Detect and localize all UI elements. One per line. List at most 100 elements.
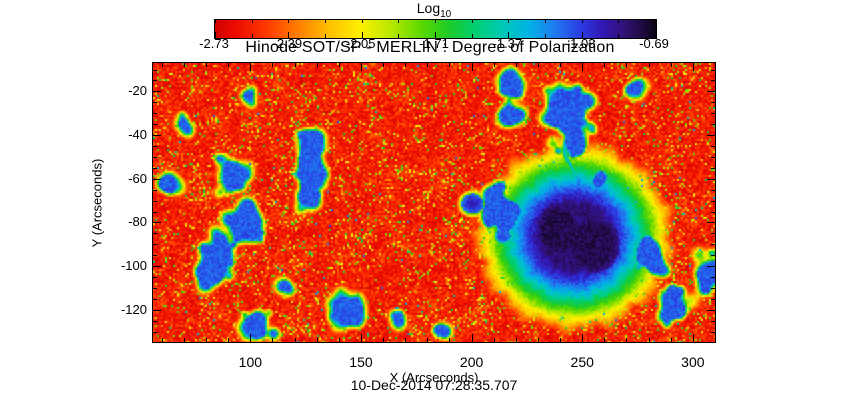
axis-tick xyxy=(707,222,715,223)
x-tick-label: 100 xyxy=(238,354,263,370)
colorbar-tick xyxy=(362,32,363,38)
axis-tick xyxy=(711,321,715,322)
axis-tick xyxy=(295,338,296,342)
axis-tick xyxy=(295,63,296,67)
axis-tick xyxy=(153,310,161,311)
colorbar-tick xyxy=(398,20,399,23)
x-tick-label: 200 xyxy=(459,354,484,370)
axis-tick xyxy=(153,288,157,289)
axis-tick xyxy=(711,288,715,289)
colorbar-tick xyxy=(215,20,216,23)
axis-tick xyxy=(711,113,715,114)
axis-tick xyxy=(711,124,715,125)
colorbar-tick xyxy=(472,34,473,38)
colorbar-tick xyxy=(362,20,363,23)
axis-tick xyxy=(153,190,157,191)
axis-tick xyxy=(707,266,715,267)
axis-tick xyxy=(649,63,650,67)
axis-tick xyxy=(649,338,650,342)
axis-tick xyxy=(711,233,715,234)
axis-tick xyxy=(405,338,406,342)
x-tick-label: 300 xyxy=(681,354,705,370)
axis-tick xyxy=(228,338,229,342)
axis-tick xyxy=(711,212,715,213)
axis-tick xyxy=(711,80,715,81)
axis-tick xyxy=(272,338,273,342)
axis-tick xyxy=(272,63,273,67)
axis-tick xyxy=(693,334,694,342)
axis-tick xyxy=(449,63,450,67)
colorbar-tick-label: -2.73 xyxy=(199,36,229,51)
axis-tick xyxy=(626,63,627,67)
axis-tick xyxy=(582,334,583,342)
axis-tick xyxy=(693,63,694,71)
axis-tick xyxy=(153,266,161,267)
axis-tick xyxy=(153,157,157,158)
axis-tick xyxy=(449,338,450,342)
axis-tick xyxy=(711,70,715,71)
colorbar-tick xyxy=(325,34,326,38)
colorbar-tick xyxy=(252,20,253,23)
axis-tick xyxy=(153,80,157,81)
axis-tick xyxy=(472,63,473,71)
plot-title: Hinode SOT/SP - MERLIN : Degree of Polar… xyxy=(245,39,615,56)
colorbar-tick-label: -1.03 xyxy=(565,36,596,51)
colorbar-tick-label: -0.69 xyxy=(639,36,669,51)
colorbar-tick xyxy=(288,32,289,38)
colorbar-tick xyxy=(252,34,253,38)
colorbar-tick-label: -1.71 xyxy=(419,36,449,51)
x-tick-label: 150 xyxy=(349,354,373,370)
axis-tick xyxy=(153,179,161,180)
colorbar-title-main: Log xyxy=(416,0,441,16)
axis-tick xyxy=(153,124,157,125)
axis-tick xyxy=(538,63,539,67)
axis-tick xyxy=(427,63,428,67)
axis-tick xyxy=(711,299,715,300)
colorbar-tick xyxy=(582,32,583,38)
axis-tick xyxy=(317,63,318,67)
axis-tick xyxy=(153,255,157,256)
axis-tick xyxy=(516,63,517,67)
axis-tick xyxy=(339,63,340,67)
y-tick-label: -40 xyxy=(128,127,147,143)
axis-tick xyxy=(383,338,384,342)
axis-tick xyxy=(153,146,157,147)
y-tick-label: -60 xyxy=(128,170,147,186)
colorbar-tick xyxy=(472,20,473,23)
axis-tick xyxy=(153,102,157,103)
colorbar-tick xyxy=(545,34,546,38)
y-tick-label: -100 xyxy=(120,258,147,274)
y-axis-label: Y (Arcseconds) xyxy=(89,158,105,248)
colorbar-tick xyxy=(508,32,509,38)
y-tick-label: -80 xyxy=(128,214,147,230)
axis-tick xyxy=(711,168,715,169)
colorbar-tick xyxy=(545,20,546,23)
axis-tick xyxy=(494,63,495,67)
axis-tick xyxy=(472,334,473,342)
axis-tick xyxy=(711,102,715,103)
axis-tick xyxy=(250,334,251,342)
axis-tick xyxy=(711,146,715,147)
colorbar-tick xyxy=(655,32,656,38)
axis-tick xyxy=(582,63,583,71)
axis-tick xyxy=(604,338,605,342)
colorbar-tick xyxy=(398,34,399,38)
axis-tick xyxy=(707,91,715,92)
axis-tick xyxy=(711,201,715,202)
axis-tick xyxy=(228,63,229,67)
axis-tick xyxy=(707,179,715,180)
axis-tick xyxy=(383,63,384,67)
colorbar-tick xyxy=(288,20,289,23)
axis-tick xyxy=(538,338,539,342)
axis-tick xyxy=(361,63,362,71)
colorbar-tick-label: -1.37 xyxy=(492,36,523,51)
axis-tick xyxy=(153,113,157,114)
colorbar-tick xyxy=(618,20,619,23)
axis-tick xyxy=(153,70,157,71)
axis-tick xyxy=(153,244,157,245)
x-tick-label: 250 xyxy=(570,354,594,370)
colorbar-title-sub: 10 xyxy=(440,8,452,20)
axis-tick xyxy=(707,135,715,136)
axis-tick xyxy=(711,255,715,256)
